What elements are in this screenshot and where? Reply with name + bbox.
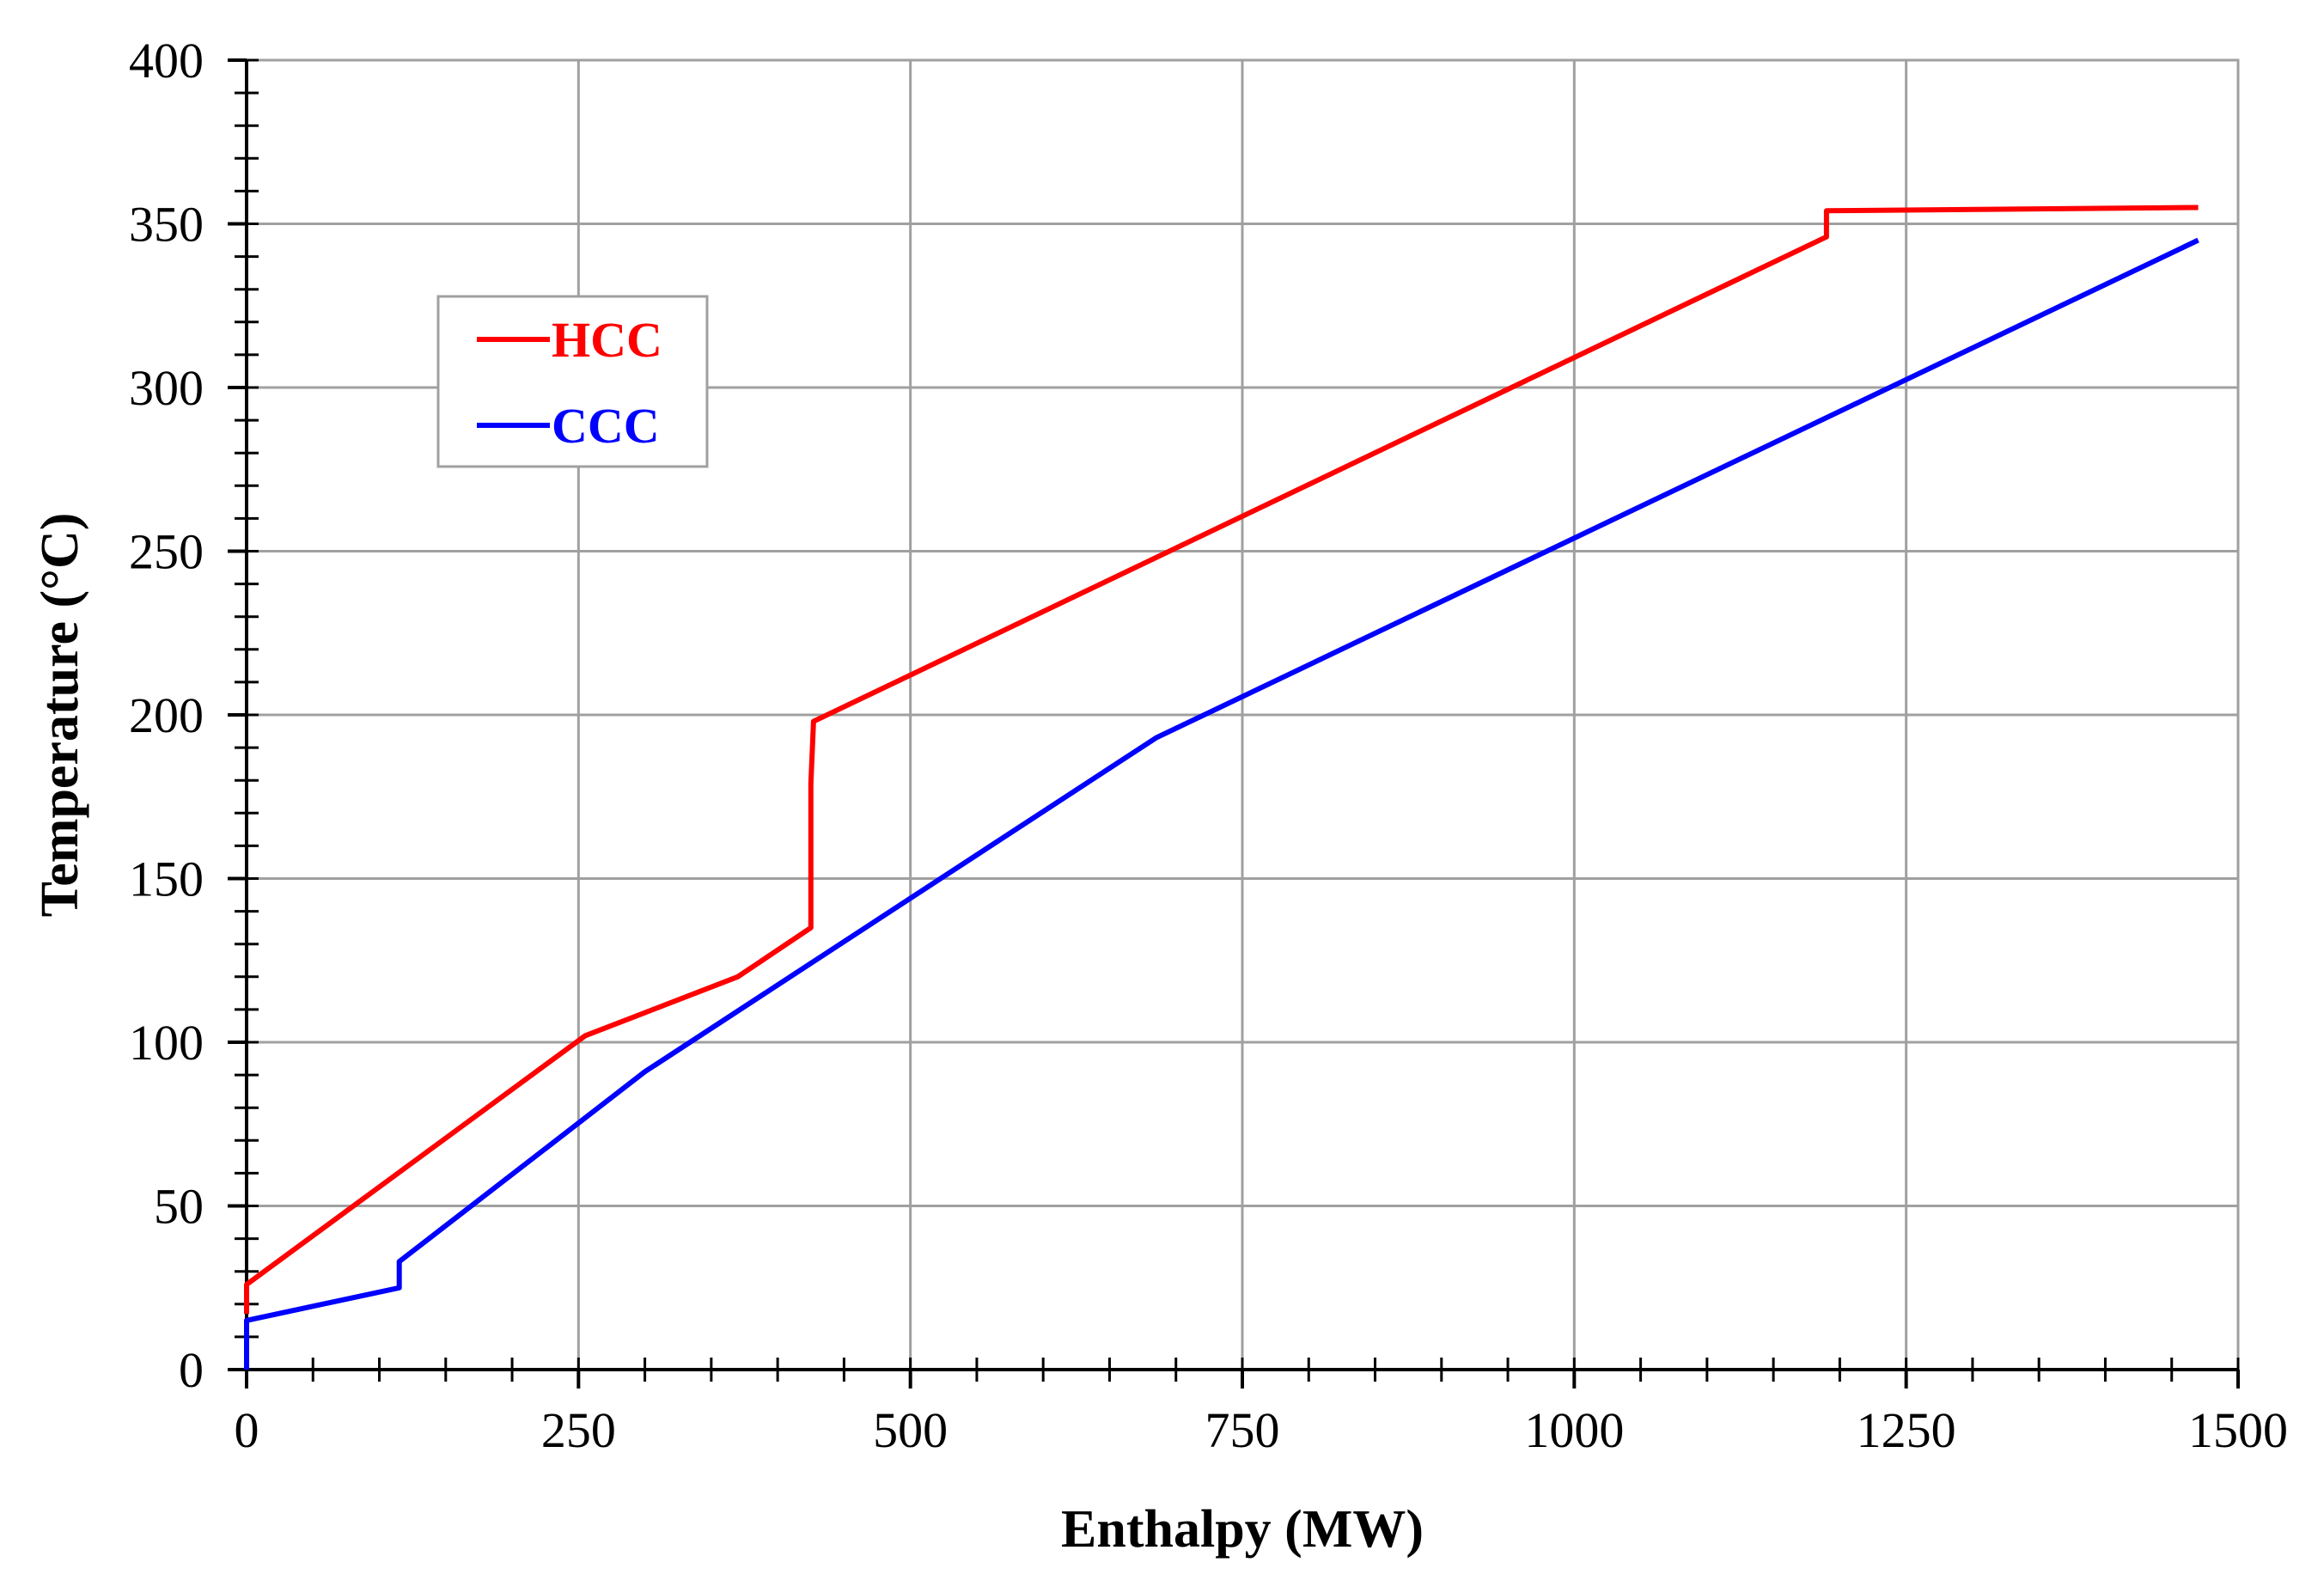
x-tick-label: 500 — [873, 1402, 948, 1458]
y-tick-label: 50 — [154, 1179, 204, 1235]
x-tick-label: 750 — [1205, 1402, 1280, 1458]
y-tick-label: 350 — [129, 197, 204, 253]
y-axis-title: Temperature (°C) — [31, 513, 89, 918]
legend: HCC CCC — [436, 295, 709, 468]
y-tick-label: 200 — [129, 687, 204, 743]
axes: 0 50 100 150 200 250 300 350 400 0 250 500 750 1000 12… — [129, 33, 2288, 1458]
legend-box — [436, 295, 709, 468]
x-tick-label: 0 — [235, 1402, 259, 1458]
y-tick-label: 300 — [129, 360, 204, 416]
x-tick-label: 250 — [541, 1402, 616, 1458]
y-tick-label: 150 — [129, 851, 204, 907]
y-tick-label: 0 — [179, 1342, 204, 1398]
legend-label-ccc: CCC — [552, 398, 660, 454]
y-tick-label: 400 — [129, 33, 204, 88]
y-tick-label: 250 — [129, 524, 204, 580]
x-tick-label: 1000 — [1524, 1402, 1624, 1458]
x-tick-label: 1250 — [1857, 1402, 1956, 1458]
x-axis-title: Enthalpy (MW) — [1061, 1500, 1424, 1559]
legend-label-hcc: HCC — [552, 312, 662, 368]
series-line-ccc — [244, 237, 2199, 1370]
series-line-hcc — [244, 204, 2199, 1315]
grid-lines — [245, 58, 2240, 1371]
y-tick-label: 100 — [129, 1015, 204, 1071]
series-lines — [244, 204, 2199, 1370]
x-tick-label: 1500 — [2188, 1402, 2288, 1458]
